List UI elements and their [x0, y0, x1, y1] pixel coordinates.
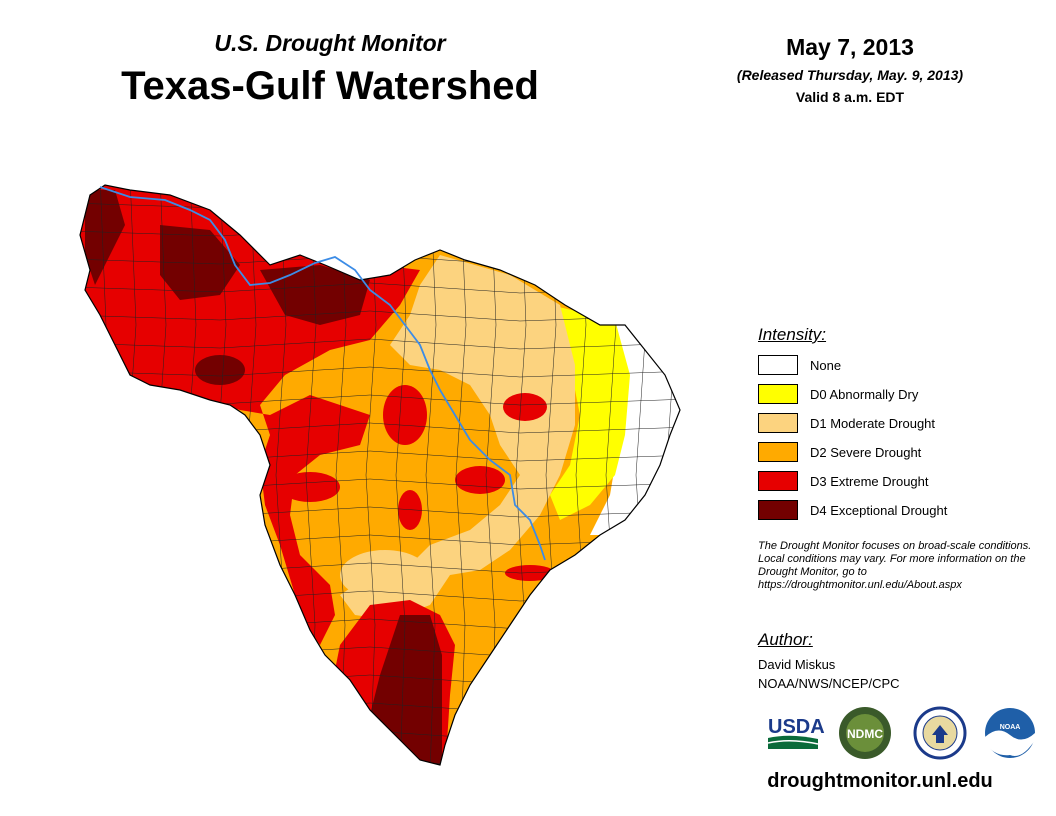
- legend-swatch: [758, 355, 798, 375]
- legend-swatch: [758, 413, 798, 433]
- d3-patch: [398, 490, 422, 530]
- legend-label: D4 Exceptional Drought: [810, 503, 948, 518]
- legend-label: D3 Extreme Drought: [810, 474, 929, 489]
- map-date: May 7, 2013: [786, 34, 914, 60]
- author-heading: Author:: [758, 630, 813, 649]
- county-line: [395, 185, 407, 765]
- county-line: [455, 185, 467, 765]
- legend-swatch: [758, 442, 798, 462]
- county-line: [70, 175, 76, 775]
- d3-patch: [503, 393, 547, 421]
- map-subtitle: U.S. Drought Monitor: [214, 30, 446, 56]
- drought-map: [70, 175, 690, 775]
- legend-swatch: [758, 384, 798, 404]
- d4-region: [85, 190, 125, 285]
- d4-region: [195, 355, 245, 385]
- usda-logo: USDA: [767, 716, 825, 749]
- agency-logos: USDA NDMC NOAA: [767, 706, 1035, 760]
- d3-patch: [505, 565, 555, 581]
- county-line: [70, 175, 690, 181]
- d3-patch: [383, 385, 427, 445]
- d1-patch: [340, 550, 430, 600]
- valid-time: Valid 8 a.m. EDT: [795, 89, 905, 105]
- county-line: [80, 338, 680, 350]
- d1-region: [340, 255, 575, 620]
- noaa-logo: NOAA: [985, 708, 1035, 758]
- legend-heading: Intensity:: [758, 325, 827, 344]
- release-date: (Released Thursday, May. 9, 2013): [736, 67, 964, 83]
- county-line: [665, 185, 677, 765]
- county-line: [80, 730, 680, 742]
- d3-patch: [455, 466, 505, 494]
- legend-swatch: [758, 471, 798, 491]
- noaa-logo-text: NOAA: [1000, 724, 1021, 731]
- legend-label: D1 Moderate Drought: [810, 416, 936, 431]
- county-line: [80, 366, 680, 378]
- legend-swatch: [758, 500, 798, 520]
- d4-region: [160, 225, 240, 300]
- river-line: [99, 186, 546, 561]
- county-line: [425, 185, 437, 765]
- ndmc-logo: NDMC: [839, 707, 891, 759]
- author-name: David Miskus: [758, 657, 836, 672]
- author-org: NOAA/NWS/NCEP/CPC: [758, 676, 900, 691]
- disclaimer-note: The Drought Monitor focuses on broad-sca…: [758, 540, 1032, 591]
- d3-patch: [280, 472, 340, 502]
- website-link[interactable]: droughtmonitor.unl.edu: [767, 770, 993, 792]
- ndmc-logo-text: NDMC: [847, 727, 883, 741]
- legend-label: D0 Abnormally Dry: [810, 387, 919, 402]
- watershed-outline: [79, 184, 681, 766]
- legend-label: D2 Severe Drought: [810, 445, 922, 460]
- county-line: [80, 310, 680, 322]
- legend-label: None: [810, 358, 842, 373]
- usda-logo-text: USDA: [768, 716, 825, 738]
- commerce-seal-icon: [913, 706, 967, 760]
- map-title: Texas-Gulf Watershed: [121, 64, 539, 108]
- county-line: [80, 758, 680, 765]
